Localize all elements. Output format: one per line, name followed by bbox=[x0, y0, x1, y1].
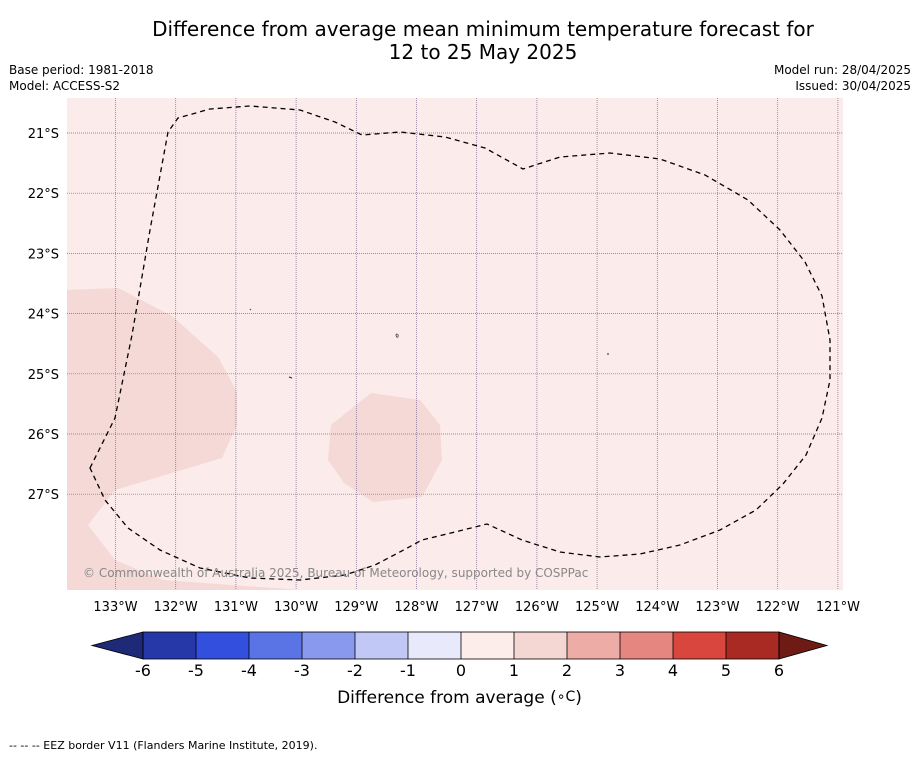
model-run: Model run: 28/04/2025 bbox=[773, 63, 911, 77]
colorbar-label-text: Difference from average ( bbox=[337, 688, 557, 708]
latitude-labels: 21°S 22°S 23°S 24°S 25°S 26°S 27°S bbox=[28, 127, 59, 503]
title-line-1: Difference from average mean minimum tem… bbox=[152, 17, 814, 41]
longitude-labels: 133°W 132°W 131°W 130°W 129°W 128°W 127°W 126°W… bbox=[93, 600, 860, 615]
colorbar-tick-label: -4 bbox=[241, 661, 257, 680]
colorbar-segment bbox=[567, 632, 620, 659]
colorbar-tick-label: 6 bbox=[774, 661, 784, 680]
colorbar-tick-label: 5 bbox=[721, 661, 731, 680]
latitude-label: 21°S bbox=[28, 127, 59, 142]
colorbar-unit: ∘C bbox=[556, 689, 576, 705]
latitude-label: 23°S bbox=[28, 247, 59, 262]
longitude-label: 130°W bbox=[274, 600, 318, 615]
longitude-label: 128°W bbox=[394, 600, 438, 615]
colorbar-segment bbox=[726, 632, 779, 659]
colorbar-segment bbox=[355, 632, 408, 659]
graticule bbox=[67, 98, 843, 590]
colorbar-segment bbox=[408, 632, 461, 659]
colorbar-tick-label: 4 bbox=[668, 661, 678, 680]
meta-right: Model run: 28/04/2025 Issued: 30/04/2025 bbox=[774, 62, 911, 94]
longitude-label: 126°W bbox=[515, 600, 559, 615]
longitude-label: 122°W bbox=[756, 600, 800, 615]
colorbar-tick-label: 0 bbox=[456, 661, 466, 680]
longitude-label: 127°W bbox=[455, 600, 499, 615]
colorbar-label: Difference from average (∘C) bbox=[0, 688, 919, 708]
longitude-label: 123°W bbox=[695, 600, 739, 615]
longitude-label: 129°W bbox=[334, 600, 378, 615]
colorbar-label-end: ) bbox=[575, 688, 582, 708]
longitude-label: 121°W bbox=[816, 600, 860, 615]
island-mark bbox=[249, 308, 252, 311]
title-line-2: 12 to 25 May 2025 bbox=[388, 40, 578, 64]
colorbar-arrow-low bbox=[90, 631, 144, 660]
latitude-label: 27°S bbox=[28, 488, 59, 503]
map-panel: © Commonwealth of Australia 2025, Bureau… bbox=[67, 98, 843, 590]
longitude-label: 132°W bbox=[154, 600, 198, 615]
colorbar-segment bbox=[461, 632, 514, 659]
eez-border bbox=[89, 105, 831, 581]
colorbar-tick-label: 3 bbox=[615, 661, 625, 680]
colorbar-segment bbox=[514, 632, 567, 659]
colorbar-segment bbox=[673, 632, 726, 659]
eez-legend-footer: -- -- -- EEZ border V11 (Flanders Marine… bbox=[9, 739, 318, 752]
colorbar-segment bbox=[620, 632, 673, 659]
colorbar-tick-label: -3 bbox=[294, 661, 310, 680]
colorbar-segment bbox=[249, 632, 302, 659]
meta-left: Base period: 1981-2018 Model: ACCESS-S2 bbox=[9, 62, 154, 94]
latitude-label: 25°S bbox=[28, 368, 59, 383]
base-period: Base period: 1981-2018 bbox=[9, 63, 154, 77]
latitude-label: 22°S bbox=[28, 187, 59, 202]
longitude-label: 124°W bbox=[635, 600, 679, 615]
colorbar-tick-label: -6 bbox=[135, 661, 151, 680]
warm-anomaly-region-west bbox=[67, 288, 300, 590]
colorbar-segment bbox=[302, 632, 355, 659]
colorbar-tick-label: 1 bbox=[509, 661, 519, 680]
longitude-label: 131°W bbox=[214, 600, 258, 615]
colorbar-tick-label: -5 bbox=[188, 661, 204, 680]
latitude-label: 26°S bbox=[28, 428, 59, 443]
longitude-label: 133°W bbox=[93, 600, 137, 615]
colorbar-segment bbox=[196, 632, 249, 659]
model-name: Model: ACCESS-S2 bbox=[9, 79, 121, 93]
colorbar-tick-label: -2 bbox=[347, 661, 363, 680]
colorbar-segment bbox=[143, 632, 196, 659]
issued-date: Issued: 30/04/2025 bbox=[795, 79, 911, 93]
colorbar: -6 -5 -4 -3 -2 -1 0 1 2 3 4 5 6 bbox=[90, 631, 829, 680]
colorbar-arrow-high bbox=[778, 631, 829, 660]
map-title: Difference from average mean minimum tem… bbox=[0, 18, 919, 64]
colorbar-tick-label: 2 bbox=[562, 661, 572, 680]
island-mark bbox=[288, 376, 293, 379]
longitude-label: 125°W bbox=[575, 600, 619, 615]
latitude-label: 24°S bbox=[28, 308, 59, 323]
copyright-text: © Commonwealth of Australia 2025, Bureau… bbox=[83, 566, 588, 580]
island-mark bbox=[395, 333, 399, 338]
colorbar-tick-label: -1 bbox=[400, 661, 416, 680]
